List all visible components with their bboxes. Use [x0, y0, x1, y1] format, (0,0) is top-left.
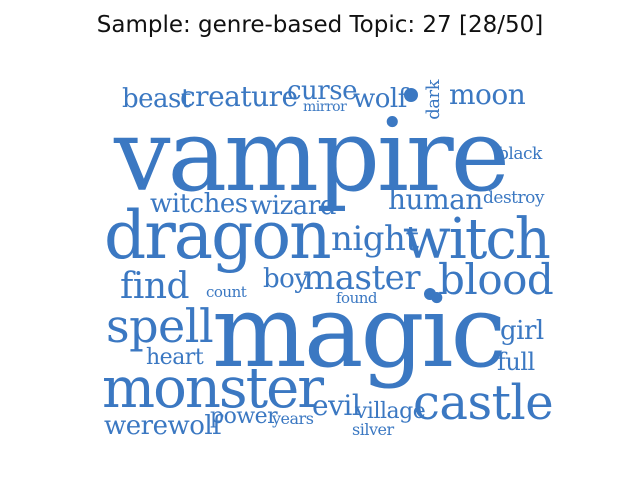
- word-years: years: [272, 411, 313, 427]
- word-werewolf: werewolf: [104, 413, 221, 439]
- word-silver: silver: [352, 422, 394, 438]
- word-girl: girl: [500, 318, 544, 344]
- word-evil: evil: [312, 392, 360, 420]
- word-power: power: [210, 406, 277, 428]
- word-castle: castle: [413, 379, 553, 427]
- word-black: black: [498, 146, 542, 163]
- word-destroy: destroy: [483, 190, 544, 207]
- word-full: full: [497, 350, 535, 374]
- word-dragon: dragon: [104, 203, 330, 269]
- word-spell: spell: [106, 303, 213, 349]
